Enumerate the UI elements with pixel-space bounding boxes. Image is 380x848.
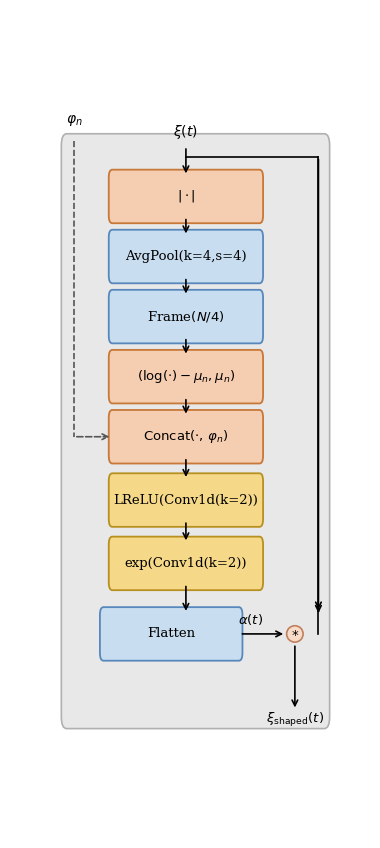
FancyBboxPatch shape	[61, 134, 329, 728]
FancyBboxPatch shape	[100, 607, 242, 661]
FancyBboxPatch shape	[109, 350, 263, 404]
Text: $\varphi_n$: $\varphi_n$	[66, 113, 82, 128]
FancyBboxPatch shape	[109, 290, 263, 343]
FancyBboxPatch shape	[109, 473, 263, 527]
Text: Flatten: Flatten	[147, 628, 195, 640]
Text: $\mathrm{Concat}(\cdot,\,\varphi_n)$: $\mathrm{Concat}(\cdot,\,\varphi_n)$	[143, 428, 229, 445]
FancyBboxPatch shape	[109, 170, 263, 223]
FancyBboxPatch shape	[109, 410, 263, 464]
Text: $\alpha(t)$: $\alpha(t)$	[238, 612, 263, 628]
Text: $\xi_\mathrm{shaped}(t)$: $\xi_\mathrm{shaped}(t)$	[266, 711, 324, 728]
Text: Frame$(N/4)$: Frame$(N/4)$	[147, 309, 225, 324]
Text: exp(Conv1d(k=2)): exp(Conv1d(k=2))	[125, 557, 247, 570]
Text: $|\cdot|$: $|\cdot|$	[177, 188, 195, 204]
Text: AvgPool(k=4,s=4): AvgPool(k=4,s=4)	[125, 250, 247, 263]
Ellipse shape	[287, 626, 303, 642]
Text: LReLU(Conv1d(k=2)): LReLU(Conv1d(k=2))	[114, 494, 258, 506]
Text: $*$: $*$	[291, 628, 299, 640]
FancyBboxPatch shape	[109, 230, 263, 283]
FancyBboxPatch shape	[109, 537, 263, 590]
Text: $(\log(\cdot)-\mu_n,\mu_n)$: $(\log(\cdot)-\mu_n,\mu_n)$	[137, 368, 235, 385]
Text: $\xi(t)$: $\xi(t)$	[174, 123, 198, 141]
